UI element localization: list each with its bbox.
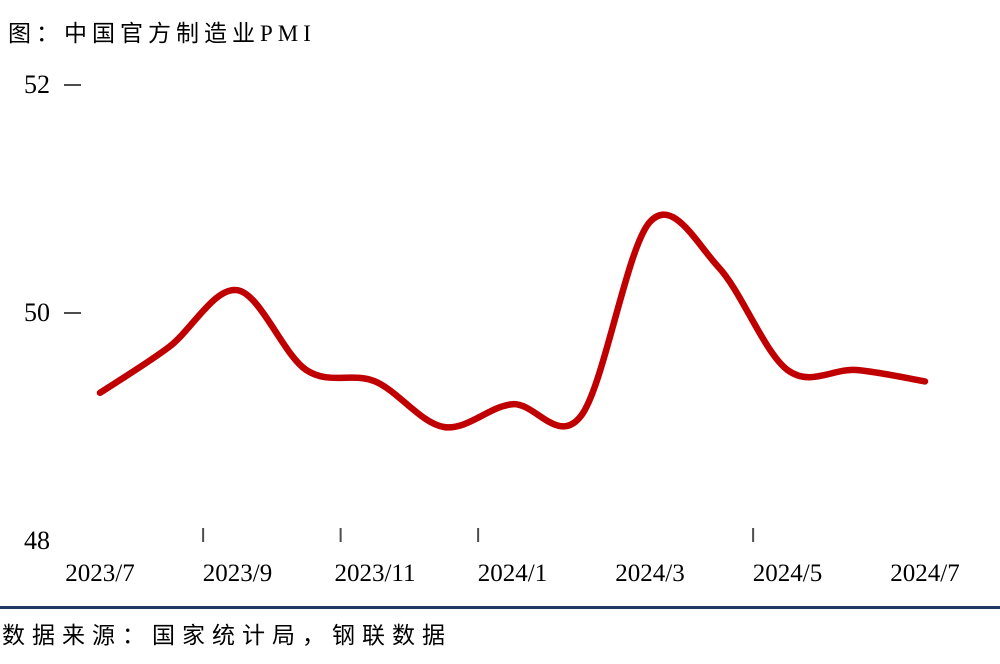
x-axis-label: 2024/3 — [615, 560, 685, 587]
x-axis-label: 2024/7 — [890, 560, 960, 587]
x-axis-label: 2023/7 — [65, 560, 135, 587]
source-note: 数据来源：国家统计局，钢联数据 — [2, 623, 452, 648]
x-axis-label: 2023/11 — [334, 560, 416, 587]
x-axis-label: 2024/5 — [752, 560, 823, 587]
y-axis-label: 50 — [24, 298, 50, 327]
x-axis-label: 2023/9 — [202, 560, 273, 587]
pmi-series-line — [96, 211, 929, 431]
chart-title: 图：中国官方制造业PMI — [8, 21, 316, 46]
footer-divider — [0, 606, 1000, 609]
y-axis-label: 52 — [24, 70, 50, 99]
x-axis-label: 2024/1 — [477, 560, 548, 587]
y-axis-label: 48 — [24, 526, 50, 555]
